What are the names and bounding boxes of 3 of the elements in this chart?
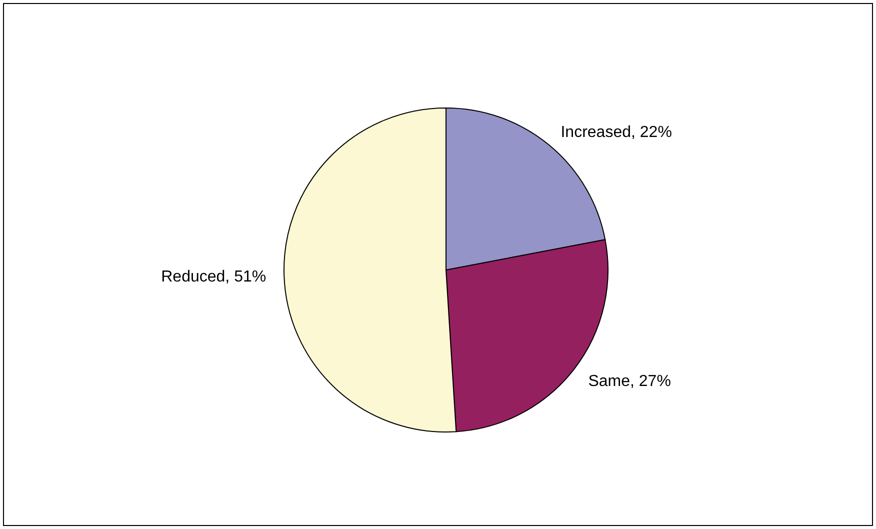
slice-label: Same, 27% (588, 372, 671, 390)
slice-label: Increased, 22% (560, 124, 672, 141)
slice-label: Reduced, 51% (161, 268, 266, 286)
